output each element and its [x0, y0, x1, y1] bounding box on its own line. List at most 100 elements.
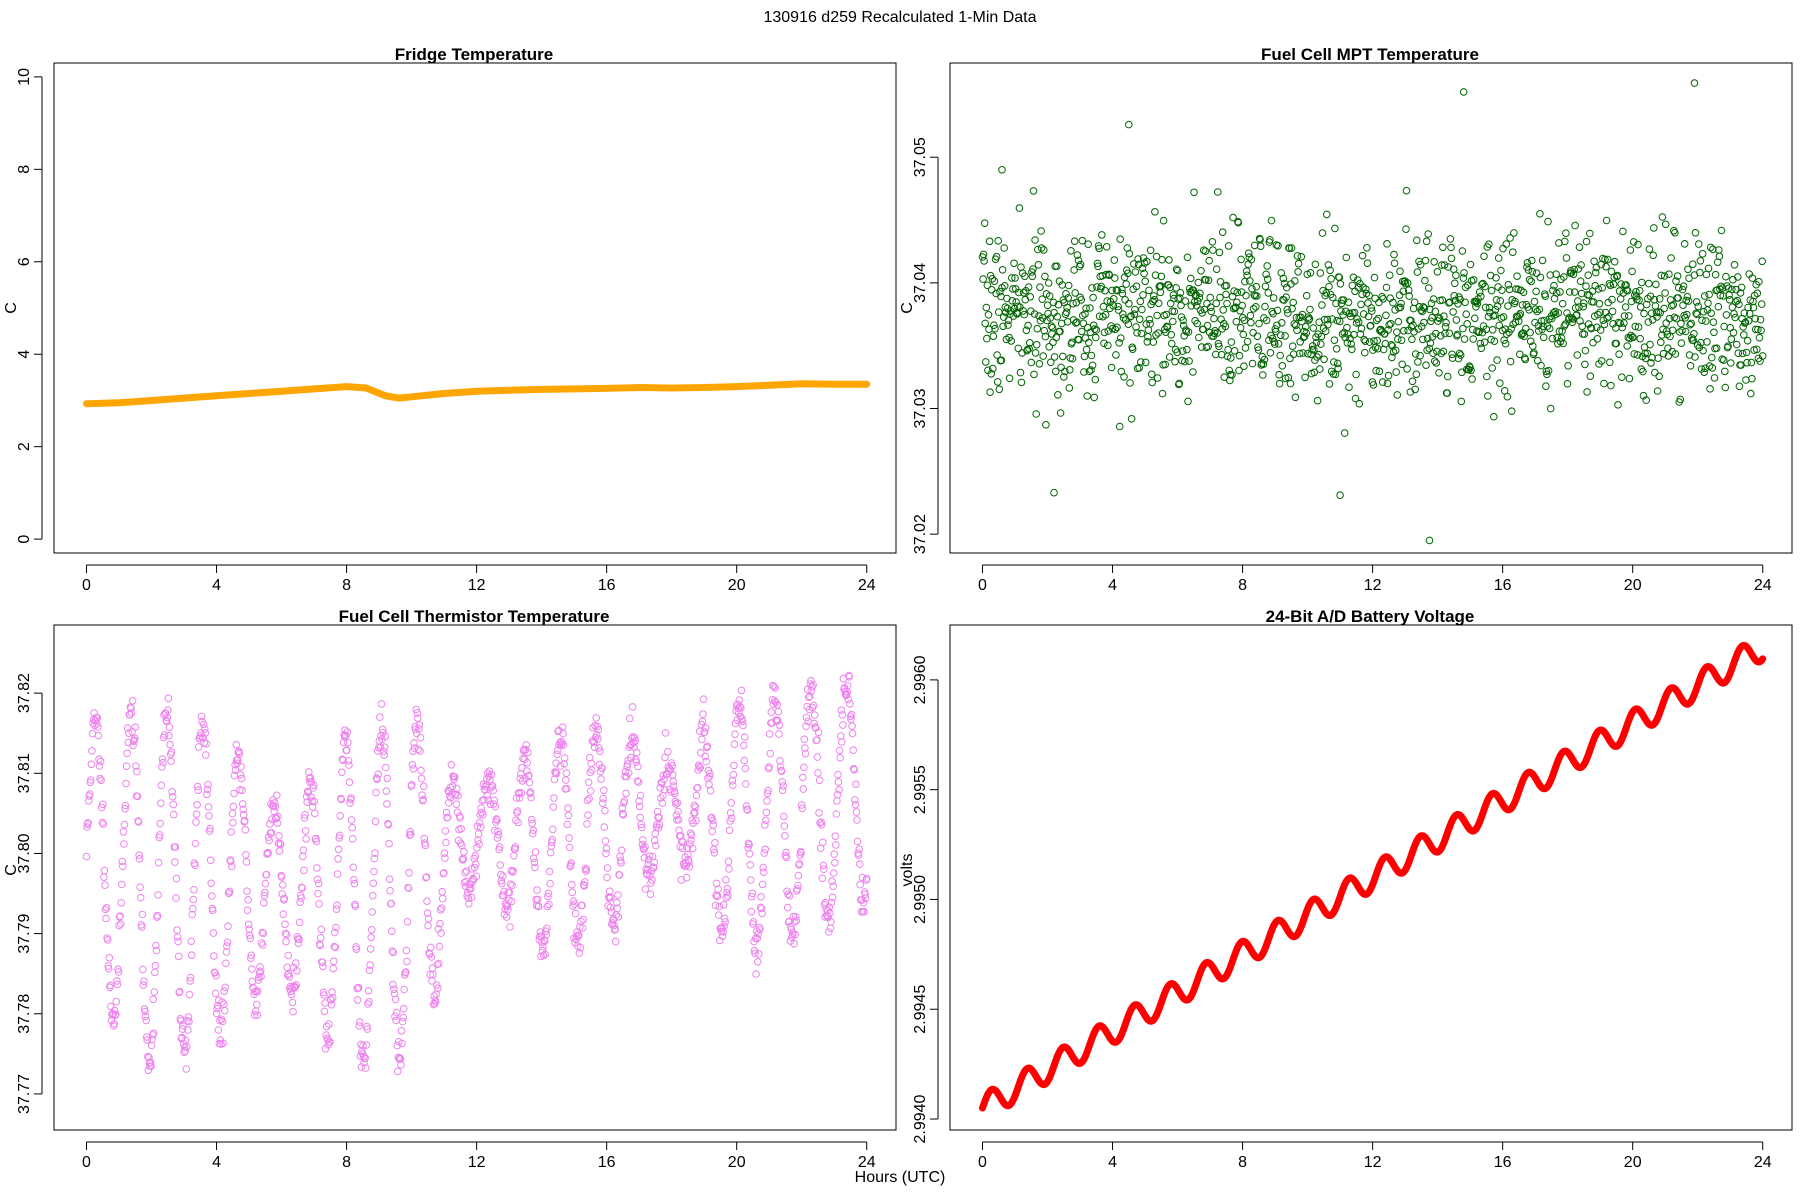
panel-2-data-point: [1040, 246, 1048, 254]
panel-3-data-point: [752, 970, 760, 978]
panel-2-data-point: [1247, 318, 1255, 327]
panel-3-data-point: [685, 863, 694, 871]
panel-2-data-point: [1204, 276, 1213, 285]
panel-3-data-point: [700, 728, 709, 736]
panel-3-data-point: [366, 961, 374, 969]
panel-2-data-point: [1544, 217, 1552, 226]
panel-3-data-point: [806, 692, 814, 701]
panel-2-data-point: [1743, 336, 1752, 345]
panel-2-data-point: [1716, 291, 1725, 300]
panel-2-data-point: [1452, 271, 1460, 280]
panel-2-data-point: [1159, 216, 1168, 225]
panel-2-data-point: [1216, 293, 1224, 302]
panel-3-data-point: [414, 745, 423, 754]
panel-3-data-point: [790, 918, 799, 926]
panel-2-data-point: [1647, 359, 1655, 367]
panel-2-data-point: [1570, 265, 1578, 274]
panel-3-data-point: [507, 897, 516, 906]
panel-2-data-point: [1536, 210, 1544, 218]
panel-2-data-point: [1305, 314, 1314, 323]
panel-2-data-point: [1261, 282, 1270, 291]
panel-3-data-point: [221, 983, 230, 992]
panel-2-data-point: [998, 266, 1007, 274]
panel-3-data-point: [312, 837, 321, 846]
panel-2-data-point: [1737, 283, 1746, 292]
panel-3-data-point: [339, 756, 347, 765]
panel-3-data-point: [328, 993, 337, 1002]
panel-2-data-point: [1314, 350, 1323, 359]
panel-2-data-point: [1147, 370, 1156, 379]
panel-2-data-point: [1190, 188, 1198, 197]
panel-2-data-point: [1313, 396, 1322, 405]
panel-3-data-point: [767, 708, 776, 716]
panel-2-data-point: [1059, 352, 1067, 361]
panel-2-data-point: [1253, 332, 1262, 341]
panel-2-data-point: [1636, 334, 1644, 343]
panel-2-data-point: [1577, 289, 1586, 298]
panel-3-data-point: [380, 743, 389, 752]
panel-2-data-point: [1192, 301, 1201, 310]
panel-3-data-point: [202, 751, 210, 759]
panel-3-data-point: [475, 818, 484, 827]
panel-3-data-point: [435, 942, 444, 951]
panel-3-data-point: [121, 805, 129, 813]
panel-3-data-point: [418, 791, 426, 800]
panel-2-data-point: [1176, 288, 1185, 297]
panel-2-data-point: [1241, 344, 1250, 352]
panel-3-data-point: [734, 704, 743, 713]
panel-2-data-point: [1079, 319, 1088, 328]
panel-3-data-point: [849, 746, 858, 755]
panel-fuel-cell-thermistor-temperature: Fuel Cell Thermistor Temperature C 0 4 8 12…: [3, 607, 897, 1171]
panel-3-data-point: [781, 832, 789, 840]
panel-2-data-point: [1403, 365, 1411, 373]
panel-2-data-point: [1559, 339, 1567, 348]
panel-2-data-point: [1112, 286, 1121, 294]
panel-2-data-point: [1143, 338, 1152, 346]
panel-3-data-point: [474, 830, 483, 838]
panel-2-data-point: [1414, 358, 1422, 366]
panel-fuel-cell-thermistor-temperature-ylabel: C: [3, 864, 20, 876]
panel-2-data-point: [1304, 349, 1312, 358]
panel-2-data-point: [1711, 270, 1720, 279]
panel-2-data-point: [1139, 291, 1147, 299]
panel-3-data-point: [167, 748, 176, 757]
panel-3-data-point: [742, 802, 751, 810]
panel-2-data-point: [1214, 339, 1223, 348]
panel-2-data-point: [1301, 373, 1309, 382]
panel-3-data-point: [617, 859, 625, 867]
panel-2-data-point: [1550, 281, 1558, 290]
panel-3-data-point: [655, 820, 664, 829]
panel-3-data-point: [516, 774, 525, 783]
panel-2-data-point: [1213, 329, 1222, 337]
panel-3-data-point: [772, 717, 781, 725]
panel-3-data-point: [649, 863, 657, 872]
panel-3-data-point: [512, 816, 520, 825]
panel-3-data-point: [312, 834, 320, 843]
panel-3-data-point: [848, 729, 857, 738]
panel-3-data-point: [655, 813, 663, 822]
panel-3-data-point: [320, 1007, 329, 1016]
panel-3-data-point: [134, 818, 143, 826]
panel-3-data-point: [593, 722, 602, 731]
panel-3-data-point: [640, 854, 649, 862]
panel-2-data-point: [1744, 317, 1753, 325]
panel-2-data-point: [1629, 333, 1637, 342]
panel-2-data-point: [1607, 267, 1616, 276]
panel-3-data-point: [266, 820, 274, 828]
panel-2-data-point: [1494, 254, 1503, 262]
panel-1-x-tick-label: 0: [82, 577, 91, 594]
panel-3-data-point: [142, 1016, 150, 1025]
panel-3-data-point: [228, 809, 237, 818]
panel-3-data-point: [656, 794, 665, 802]
panel-2-data-point: [1078, 236, 1087, 245]
panel-3-data-point: [218, 998, 226, 1006]
panel-2-data-point: [1186, 274, 1195, 283]
panel-3-data-point: [271, 803, 280, 811]
panel-2-data-point: [1207, 307, 1216, 316]
panel-3-data-point: [157, 781, 166, 790]
panel-3-data-point: [614, 891, 622, 899]
panel-2-data-point: [1038, 295, 1046, 304]
panel-2-data-point: [1246, 311, 1255, 320]
panel-2-data-point: [1233, 298, 1241, 307]
panel-2-data-point: [1635, 296, 1643, 304]
